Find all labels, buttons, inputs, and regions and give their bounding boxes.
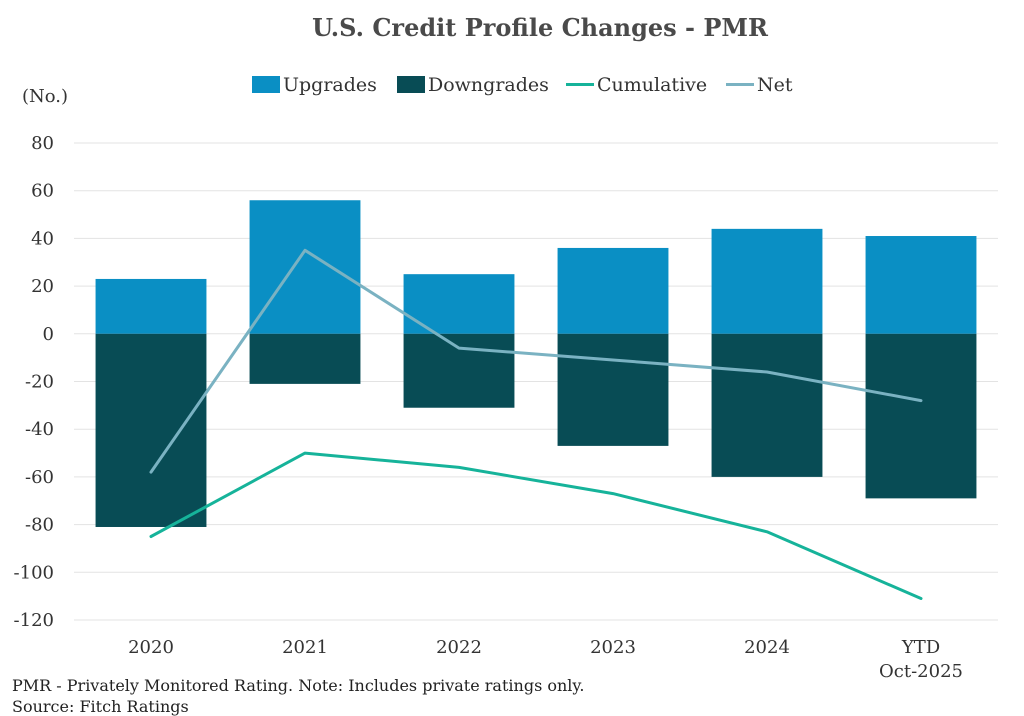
downgrades-bar — [865, 333, 977, 499]
footnote-source: Source: Fitch Ratings — [12, 697, 189, 716]
y-axis-unit-label: (No.) — [22, 86, 68, 107]
y-tick-label: 40 — [31, 228, 54, 249]
y-tick-label: -20 — [25, 372, 54, 393]
y-tick-label: -40 — [25, 419, 54, 440]
legend-swatch-downgrades — [397, 76, 425, 93]
y-tick-label: 0 — [43, 324, 54, 345]
downgrades-bar — [403, 333, 515, 408]
y-tick-label: -80 — [25, 515, 54, 536]
legend-label-upgrades: Upgrades — [283, 74, 377, 96]
y-axis-ticks: 80 60 40 20 0 -20 -40 -60 -80 -100 -120 — [14, 133, 54, 631]
downgrades-bar — [249, 333, 361, 384]
legend-label-cumulative: Cumulative — [597, 74, 707, 96]
gridlines — [74, 142, 998, 621]
downgrades-bar — [95, 333, 207, 527]
legend: Upgrades Downgrades Cumulative Net — [252, 74, 793, 96]
net-line — [149, 248, 923, 474]
x-tick-label: 2021 — [282, 637, 328, 658]
legend-label-net: Net — [757, 74, 793, 96]
legend-label-downgrades: Downgrades — [428, 74, 549, 96]
y-tick-label: 60 — [31, 181, 54, 202]
legend-swatch-upgrades — [252, 76, 280, 93]
y-tick-label: -60 — [25, 467, 54, 488]
downgrades-bar — [711, 333, 823, 477]
upgrades-bar — [865, 236, 977, 334]
x-tick-label: YTD Oct-2025 — [879, 637, 963, 682]
upgrades-bar — [557, 247, 669, 334]
x-tick-label: 2020 — [128, 637, 174, 658]
y-tick-label: 80 — [31, 133, 54, 154]
x-axis-ticks: 2020 2021 2022 2023 2024 YTD Oct-2025 — [128, 637, 963, 682]
series-lines — [149, 248, 923, 600]
x-tick-label: 2024 — [744, 637, 790, 658]
upgrades-bar — [711, 228, 823, 334]
upgrades-bar — [249, 200, 361, 334]
cumulative-line — [149, 451, 923, 600]
footnote-note: PMR - Privately Monitored Rating. Note: … — [12, 676, 585, 695]
x-tick-label: 2022 — [436, 637, 482, 658]
y-tick-label: -120 — [14, 610, 54, 631]
y-tick-label: 20 — [31, 276, 54, 297]
x-tick-label: 2023 — [590, 637, 636, 658]
y-tick-label: -100 — [14, 562, 54, 583]
downgrades-bar — [557, 333, 669, 446]
bars — [95, 200, 977, 527]
upgrades-bar — [95, 278, 207, 334]
chart-title: U.S. Credit Profile Changes - PMR — [312, 13, 769, 42]
